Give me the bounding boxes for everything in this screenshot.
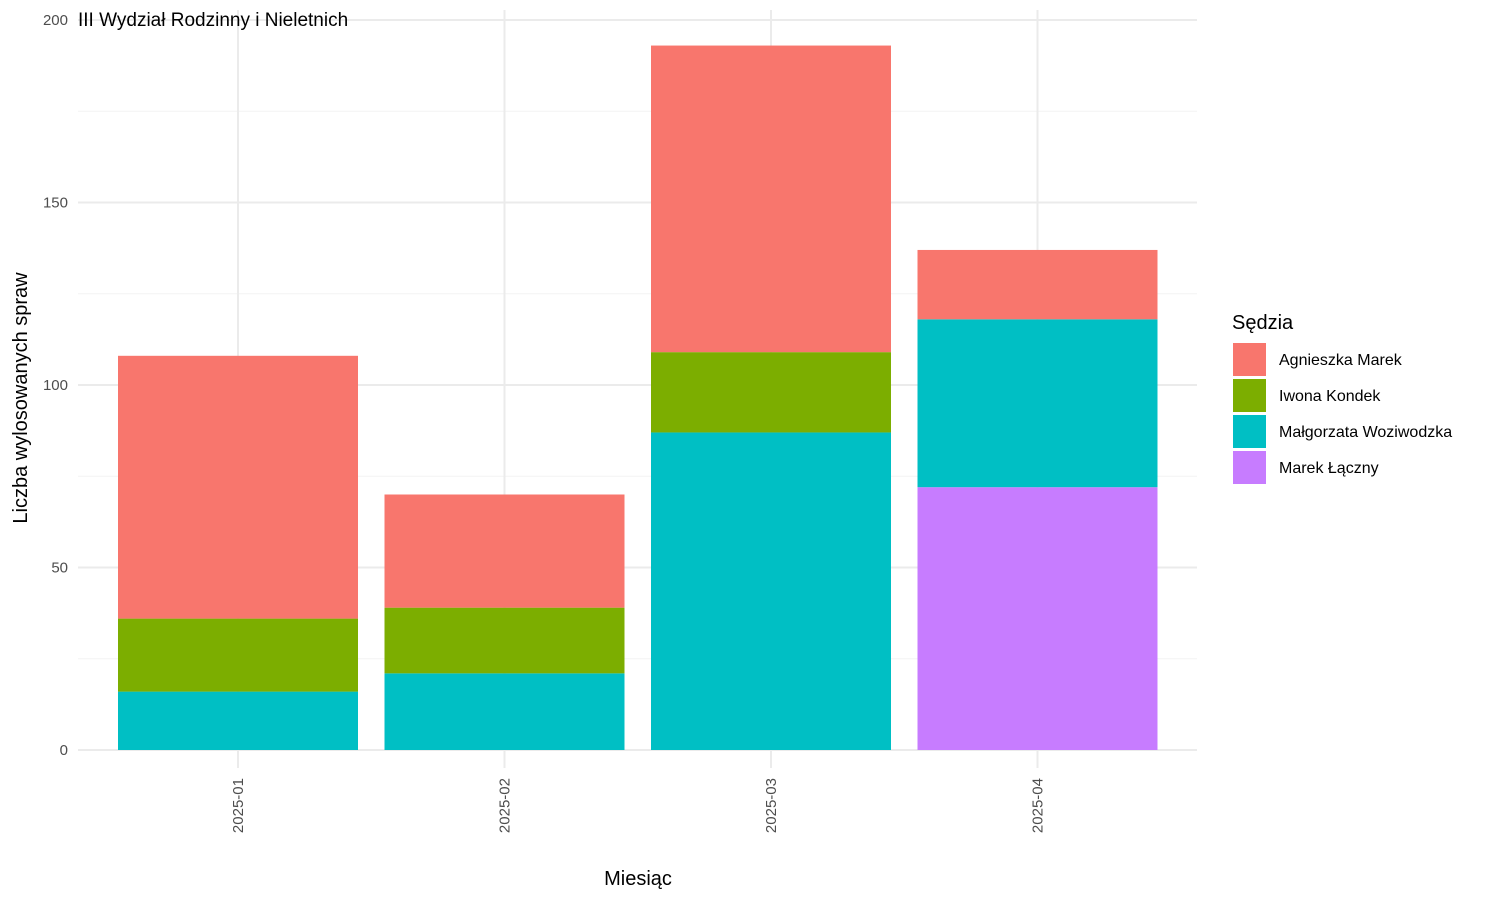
bar-segment — [917, 487, 1158, 750]
chart-title: III Wydział Rodzinny i Nieletnich — [78, 10, 348, 31]
y-tick-label: 150 — [43, 195, 68, 212]
y-tick-label: 0 — [60, 742, 68, 759]
x-axis-ticks: 2025-01 2025-02 2025-03 2025-04 — [230, 778, 1047, 833]
bar-segment — [384, 494, 625, 608]
bar-segment — [384, 673, 625, 750]
bar-segment — [118, 355, 358, 619]
legend-label: Marek Łączny — [1279, 460, 1379, 477]
legend-label: Agnieszka Marek — [1279, 352, 1403, 369]
bar-segment — [651, 352, 891, 433]
bar-segment — [118, 618, 358, 692]
legend-label: Małgorzata Woziwodzka — [1279, 424, 1452, 441]
bar-segment — [384, 607, 625, 674]
bars — [118, 45, 1158, 750]
bar-segment — [651, 432, 891, 750]
bar-segment — [651, 45, 891, 353]
legend-key — [1233, 343, 1266, 376]
bar-segment — [118, 691, 358, 750]
legend-key — [1233, 379, 1266, 412]
y-tick-label: 100 — [43, 377, 68, 394]
legend-items: Agnieszka Marek Iwona Kondek Małgorzata Wo… — [1233, 343, 1452, 484]
legend-label: Iwona Kondek — [1279, 388, 1381, 405]
y-tick-label: 200 — [43, 12, 68, 29]
x-tick-label: 2025-01 — [230, 778, 247, 833]
bar-segment — [917, 319, 1158, 488]
legend-key — [1233, 451, 1266, 484]
x-tick-label: 2025-03 — [763, 778, 780, 833]
legend-key — [1233, 415, 1266, 448]
y-tick-label: 50 — [51, 560, 68, 577]
x-axis-title: Miesiąc — [604, 868, 672, 890]
legend: Sędzia Agnieszka Marek Iwona Kondek Małgor… — [1232, 312, 1452, 484]
x-tick-label: 2025-04 — [1030, 778, 1047, 833]
y-axis-title: Liczba wylosowanych spraw — [10, 272, 32, 524]
legend-title: Sędzia — [1232, 312, 1294, 334]
bar-segment — [917, 249, 1158, 320]
x-tick-label: 2025-02 — [497, 778, 514, 833]
y-axis-ticks: 0 50 100 150 200 — [43, 12, 68, 759]
